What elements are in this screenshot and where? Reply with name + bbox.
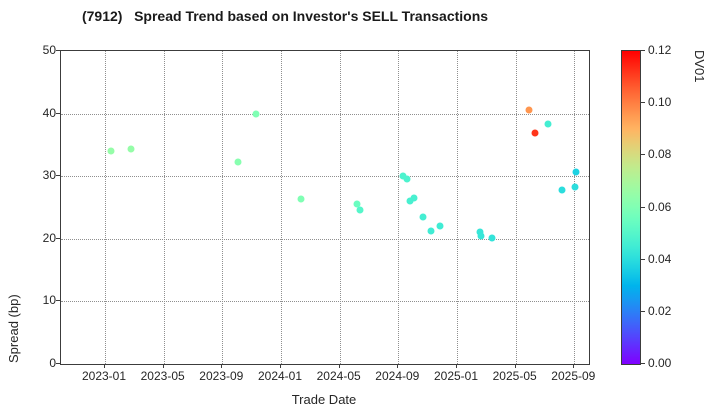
x-tick-mark (456, 364, 457, 368)
x-tick-label: 2025-01 (433, 369, 479, 383)
y-gridline (61, 176, 589, 178)
colorbar-tick-mark (641, 102, 645, 104)
colorbar-tick-label: 0.02 (648, 303, 672, 318)
x-gridline (222, 51, 224, 364)
data-point (403, 175, 411, 183)
chart-title: (7912) Spread Trend based on Investor's … (81, 8, 489, 24)
colorbar-tick-label: 0.06 (648, 199, 672, 214)
y-tick-mark (56, 237, 60, 239)
y-gridline (61, 301, 589, 303)
data-point (353, 200, 361, 208)
colorbar-tick-mark (641, 310, 645, 312)
x-gridline (457, 51, 458, 364)
colorbar-tick-mark (641, 50, 645, 51)
data-point (427, 227, 435, 235)
x-gridline (339, 51, 341, 364)
y-gridline (61, 238, 589, 240)
x-gridline (574, 51, 576, 364)
x-gridline (163, 51, 165, 364)
x-tick-mark (104, 364, 105, 368)
data-point (127, 145, 135, 153)
y-tick-mark (56, 50, 60, 51)
data-point (410, 194, 418, 202)
y-tick-label: 10 (42, 293, 56, 308)
x-tick-mark (280, 364, 281, 368)
x-gridline (105, 51, 106, 364)
x-tick-label: 2025-05 (492, 369, 537, 383)
plot-area (60, 50, 590, 365)
data-point (531, 129, 539, 137)
x-tick-mark (162, 364, 164, 368)
x-gridline (398, 51, 400, 364)
x-axis-title: Trade Date (291, 392, 357, 407)
y-tick-label: 50 (42, 43, 56, 57)
data-point (234, 158, 242, 166)
y-tick-label: 0 (49, 356, 56, 370)
x-gridline (281, 51, 282, 364)
data-point (252, 110, 260, 118)
colorbar-tick-mark (641, 258, 645, 260)
x-tick-label: 2023-05 (140, 369, 185, 383)
colorbar-tick-label: 0.12 (648, 43, 672, 57)
colorbar-title: DV01 (692, 50, 707, 83)
x-tick-mark (221, 364, 223, 368)
y-gridline (61, 113, 589, 115)
y-axis-title: Spread (bp) (6, 294, 21, 363)
data-point (419, 213, 427, 221)
colorbar-tick-mark (641, 363, 645, 364)
x-tick-label: 2025-09 (551, 369, 596, 383)
y-tick-mark (56, 175, 60, 177)
data-point (525, 106, 533, 114)
data-point (544, 120, 552, 128)
x-tick-mark (338, 364, 340, 368)
data-point (356, 206, 364, 214)
data-point (558, 186, 566, 194)
x-tick-mark (397, 364, 399, 368)
colorbar-tick-label: 0.08 (648, 147, 672, 162)
x-tick-mark (573, 364, 575, 368)
colorbar-tick-mark (641, 206, 645, 208)
x-tick-label: 2024-01 (257, 369, 303, 383)
y-tick-mark (56, 112, 60, 114)
x-tick-label: 2024-05 (316, 369, 361, 383)
data-point (572, 168, 580, 176)
data-point (477, 232, 485, 240)
colorbar-tick-label: 0.04 (648, 251, 672, 266)
y-tick-label: 40 (42, 105, 56, 120)
y-tick-mark (56, 363, 60, 364)
x-gridline (515, 51, 517, 364)
data-point (488, 234, 496, 242)
data-point (436, 222, 444, 230)
data-point (297, 195, 305, 203)
data-point (571, 183, 579, 191)
x-tick-label: 2024-09 (375, 369, 420, 383)
x-tick-label: 2023-09 (199, 369, 244, 383)
data-point (107, 147, 115, 155)
data-point (399, 172, 407, 180)
y-tick-label: 30 (42, 168, 56, 183)
data-point (406, 197, 414, 205)
colorbar-tick-mark (641, 154, 645, 156)
x-tick-mark (514, 364, 516, 368)
x-tick-label: 2023-01 (81, 369, 127, 383)
colorbar-tick-label: 0.00 (648, 356, 672, 370)
y-tick-mark (56, 300, 60, 302)
data-point (476, 228, 484, 236)
colorbar-tick-label: 0.10 (648, 95, 672, 110)
y-tick-label: 20 (42, 230, 56, 245)
colorbar (621, 50, 641, 365)
